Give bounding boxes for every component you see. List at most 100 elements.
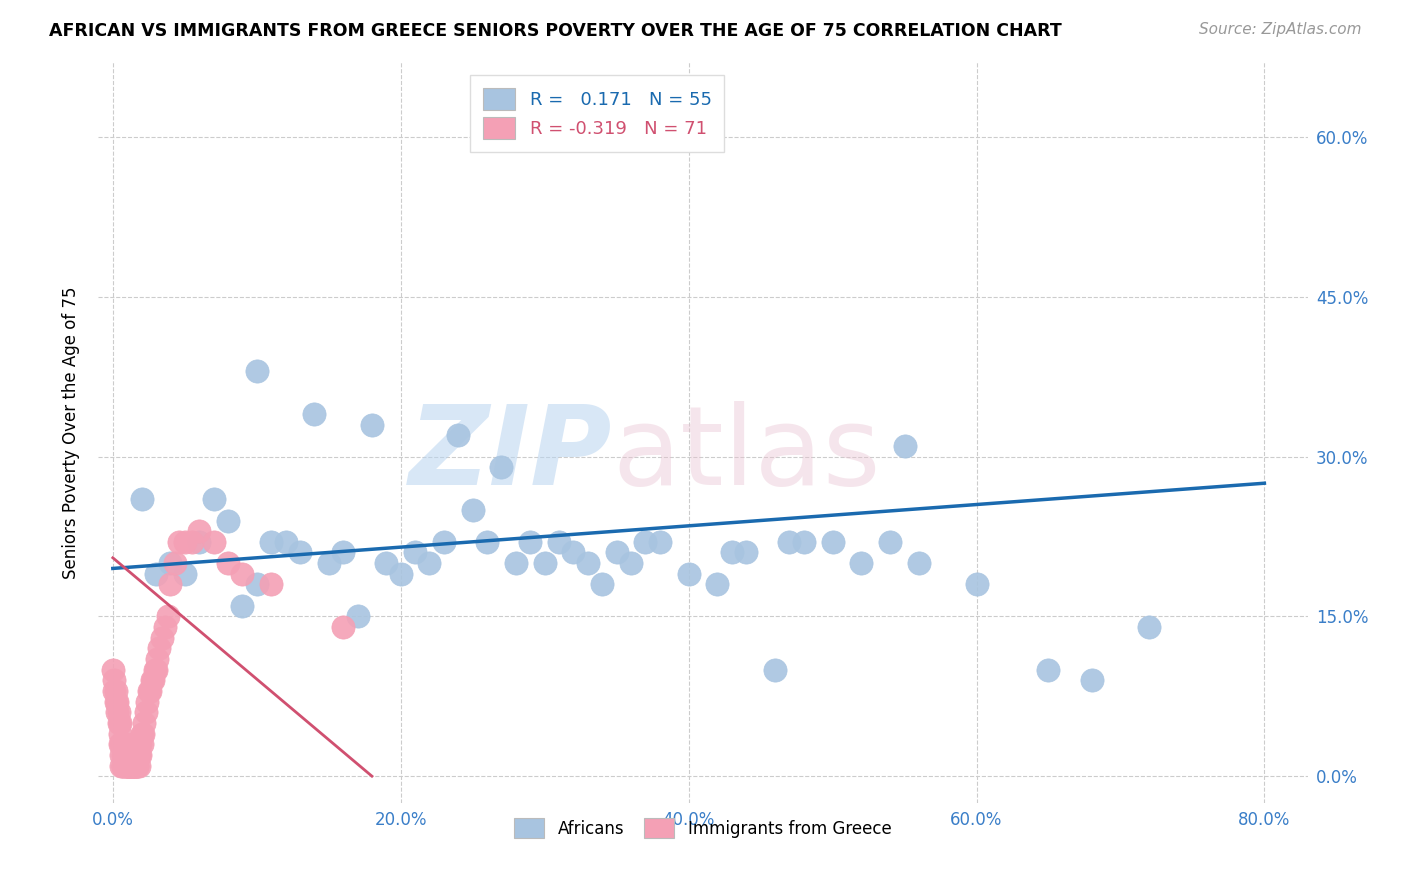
Point bbox=[108, 737, 131, 751]
Point bbox=[132, 726, 155, 740]
Point bbox=[274, 534, 297, 549]
Point bbox=[145, 663, 167, 677]
Point bbox=[103, 684, 125, 698]
Point bbox=[304, 407, 326, 421]
Point bbox=[127, 758, 149, 772]
Point bbox=[1080, 673, 1102, 688]
Point bbox=[231, 599, 253, 613]
Point bbox=[129, 747, 152, 762]
Point bbox=[156, 609, 179, 624]
Point bbox=[105, 695, 128, 709]
Point bbox=[125, 758, 148, 772]
Point bbox=[461, 503, 484, 517]
Point bbox=[217, 556, 239, 570]
Text: atlas: atlas bbox=[613, 401, 880, 508]
Text: Source: ZipAtlas.com: Source: ZipAtlas.com bbox=[1198, 22, 1361, 37]
Point bbox=[122, 758, 145, 772]
Point bbox=[533, 556, 555, 570]
Point bbox=[112, 747, 135, 762]
Legend: Africans, Immigrants from Greece: Africans, Immigrants from Greece bbox=[503, 806, 903, 850]
Point bbox=[112, 747, 135, 762]
Point bbox=[135, 705, 157, 719]
Point bbox=[104, 695, 127, 709]
Point bbox=[706, 577, 728, 591]
Point bbox=[104, 684, 127, 698]
Point bbox=[173, 566, 195, 581]
Point bbox=[138, 684, 160, 698]
Point bbox=[128, 758, 150, 772]
Point bbox=[103, 673, 125, 688]
Point bbox=[114, 737, 136, 751]
Point bbox=[720, 545, 742, 559]
Point bbox=[606, 109, 628, 123]
Point bbox=[288, 545, 311, 559]
Point bbox=[107, 705, 129, 719]
Point bbox=[111, 758, 134, 772]
Point bbox=[763, 663, 786, 677]
Point bbox=[332, 620, 354, 634]
Point bbox=[202, 492, 225, 507]
Point bbox=[127, 758, 149, 772]
Point bbox=[447, 428, 470, 442]
Point bbox=[173, 534, 195, 549]
Point bbox=[966, 577, 988, 591]
Point bbox=[150, 631, 173, 645]
Point bbox=[159, 577, 181, 591]
Point bbox=[634, 534, 657, 549]
Point bbox=[1137, 620, 1160, 634]
Point bbox=[893, 439, 915, 453]
Point bbox=[110, 758, 132, 772]
Point bbox=[678, 566, 700, 581]
Point bbox=[146, 652, 169, 666]
Point bbox=[361, 417, 384, 432]
Point bbox=[735, 545, 758, 559]
Point bbox=[217, 514, 239, 528]
Point bbox=[122, 758, 145, 772]
Point bbox=[115, 758, 138, 772]
Point bbox=[120, 758, 142, 772]
Point bbox=[110, 747, 132, 762]
Point bbox=[111, 758, 134, 772]
Point bbox=[153, 620, 176, 634]
Point bbox=[124, 758, 146, 772]
Point bbox=[648, 534, 671, 549]
Point bbox=[159, 556, 181, 570]
Point bbox=[793, 534, 815, 549]
Point bbox=[131, 737, 153, 751]
Point bbox=[134, 715, 156, 730]
Point bbox=[163, 556, 186, 570]
Point bbox=[778, 534, 800, 549]
Point bbox=[108, 726, 131, 740]
Point bbox=[167, 534, 190, 549]
Point bbox=[115, 758, 138, 772]
Point bbox=[260, 577, 283, 591]
Point bbox=[231, 566, 253, 581]
Point bbox=[576, 556, 599, 570]
Point bbox=[246, 577, 269, 591]
Point bbox=[346, 609, 368, 624]
Point bbox=[110, 737, 132, 751]
Point bbox=[118, 758, 141, 772]
Point bbox=[202, 534, 225, 549]
Point bbox=[148, 641, 170, 656]
Point bbox=[107, 715, 129, 730]
Point bbox=[318, 556, 340, 570]
Point bbox=[111, 747, 134, 762]
Point bbox=[181, 534, 204, 549]
Text: ZIP: ZIP bbox=[409, 401, 613, 508]
Point bbox=[188, 534, 211, 549]
Point bbox=[136, 695, 159, 709]
Point bbox=[519, 534, 541, 549]
Point bbox=[118, 758, 141, 772]
Point bbox=[562, 545, 585, 559]
Point bbox=[246, 364, 269, 378]
Point bbox=[139, 684, 162, 698]
Text: AFRICAN VS IMMIGRANTS FROM GREECE SENIORS POVERTY OVER THE AGE OF 75 CORRELATION: AFRICAN VS IMMIGRANTS FROM GREECE SENIOR… bbox=[49, 22, 1062, 40]
Point bbox=[332, 545, 354, 559]
Point bbox=[131, 492, 153, 507]
Point bbox=[141, 673, 163, 688]
Point bbox=[128, 747, 150, 762]
Point bbox=[475, 534, 498, 549]
Point bbox=[389, 566, 412, 581]
Point bbox=[418, 556, 440, 570]
